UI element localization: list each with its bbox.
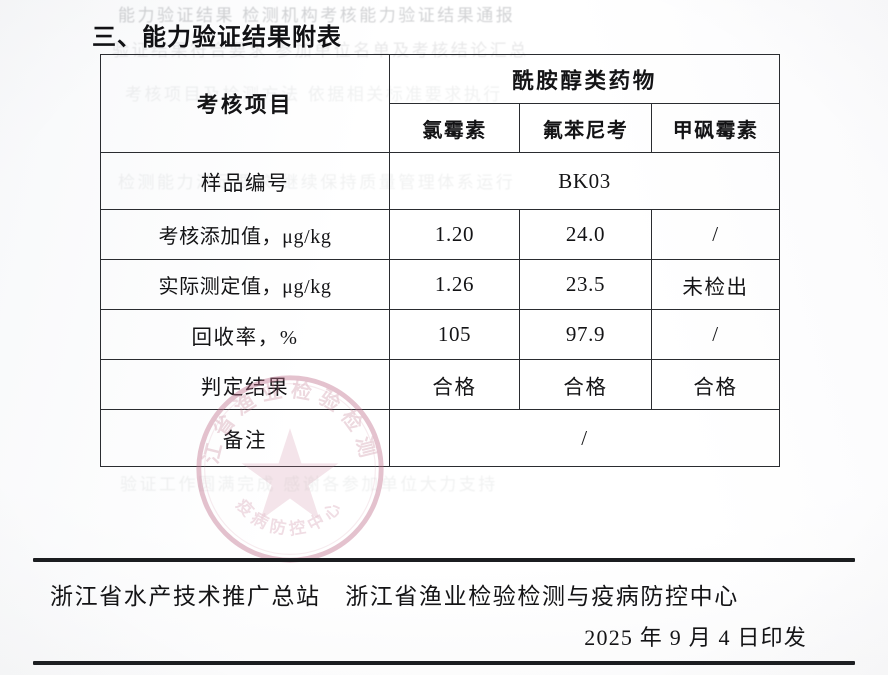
table-row: 实际测定值，μg/kg 1.26 23.5 未检出	[100, 259, 781, 310]
table-row: 备注 /	[100, 409, 781, 467]
cell-recovery-chloramphenicol: 105	[389, 309, 520, 360]
table-header-row-analytes: 氯霉素 氟苯尼考 甲砜霉素	[101, 103, 781, 153]
footer-rule-top	[33, 558, 855, 562]
footer-rule-bottom	[33, 661, 855, 665]
section-heading: 三、能力验证结果附表	[92, 24, 342, 51]
cell-conclusion-chloramphenicol: 合格	[389, 359, 520, 410]
footer-organizations: 浙江省水产技术推广总站 浙江省渔业检验检测与疫病防控中心	[50, 584, 739, 609]
header-cell-analyte-1: 氯霉素	[389, 103, 520, 153]
cell-spiked-chloramphenicol: 1.20	[389, 209, 520, 260]
results-table: 考核项目 酰胺醇类药物 氯霉素 氟苯尼考 甲砜霉素 样品编号 BK03 考核添加…	[100, 54, 781, 467]
header-cell-analyte-3: 甲砜霉素	[650, 103, 781, 153]
header-cell-drug-group: 酰胺醇类药物	[388, 54, 781, 104]
cell-spiked-florfenicol: 24.0	[519, 209, 652, 260]
cell-spiked-thiamphenicol: /	[650, 209, 781, 260]
row-label-sample-no: 样品编号	[100, 152, 390, 210]
cell-recovery-thiamphenicol: /	[650, 309, 781, 360]
row-value-sample-no: BK03	[388, 152, 781, 210]
cell-measured-thiamphenicol: 未检出	[650, 259, 781, 310]
table-row: 判定结果 合格 合格 合格	[100, 359, 781, 410]
cell-measured-chloramphenicol: 1.26	[389, 259, 520, 310]
row-label-remark: 备注	[100, 409, 390, 467]
row-label-spiked-value: 考核添加值，μg/kg	[100, 209, 390, 260]
row-label-conclusion: 判定结果	[100, 359, 390, 410]
table-row: 回收率，% 105 97.9 /	[100, 309, 781, 360]
table-row: 样品编号 BK03	[100, 152, 781, 210]
row-label-recovery: 回收率，%	[100, 309, 390, 360]
row-value-remark: /	[388, 409, 781, 467]
footer-issue-date: 2025 年 9 月 4 日印发	[584, 625, 807, 650]
header-cell-item: 考核项目	[100, 54, 390, 153]
header-cell-analyte-2: 氟苯尼考	[519, 103, 652, 153]
table-header-row-group: 考核项目 酰胺醇类药物	[100, 54, 781, 153]
cell-recovery-florfenicol: 97.9	[519, 309, 652, 360]
row-label-measured-value: 实际测定值，μg/kg	[100, 259, 390, 310]
cell-measured-florfenicol: 23.5	[519, 259, 652, 310]
cell-conclusion-thiamphenicol: 合格	[650, 359, 781, 410]
table-row: 考核添加值，μg/kg 1.20 24.0 /	[100, 209, 781, 260]
cell-conclusion-florfenicol: 合格	[519, 359, 652, 410]
